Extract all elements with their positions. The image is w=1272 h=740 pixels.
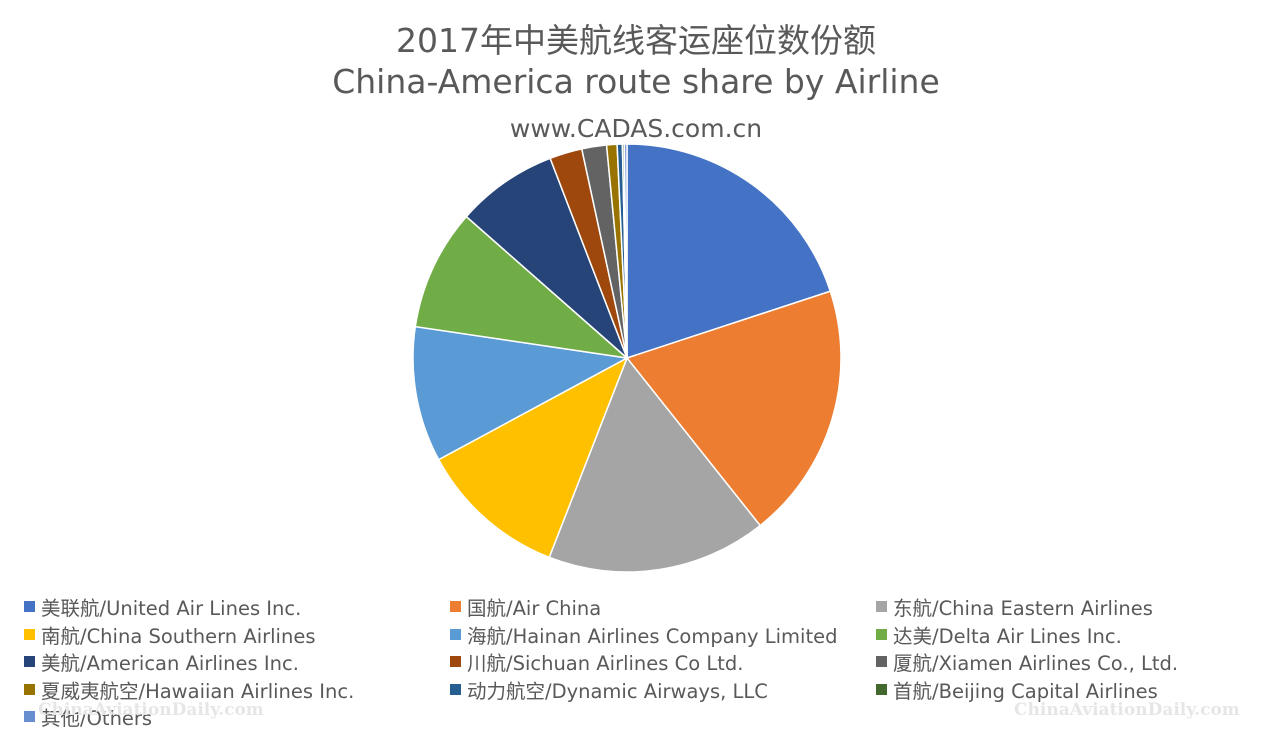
legend-label: 其他/Others	[41, 707, 153, 731]
legend-label: 美联航/United Air Lines Inc.	[41, 597, 302, 621]
pie-slice-2	[548, 356, 762, 573]
legend-item: 美联航/United Air Lines Inc.	[24, 593, 450, 621]
legend-label: 川航/Sichuan Airlines Co Ltd.	[467, 652, 744, 676]
chart-source: www.CADAS.com.cn	[509, 114, 763, 143]
legend-item: 夏威夷航空/Hawaiian Airlines Inc.	[24, 676, 450, 704]
pie-slice-12	[623, 143, 628, 359]
chart-title: 2017年中美航线客运座位数份额	[396, 21, 876, 60]
legend-label: 美航/American Airlines Inc.	[41, 652, 299, 676]
legend-label: 夏威夷航空/Hawaiian Airlines Inc.	[41, 679, 355, 703]
legend-item: 其他/Others	[24, 703, 450, 731]
legend-swatch	[876, 628, 887, 640]
legend-label: 国航/Air China	[467, 597, 602, 621]
legend-label: 达美/Delta Air Lines Inc.	[893, 624, 1122, 648]
chart-legend: 美联航/United Air Lines Inc. 国航/Air China 东航/…	[24, 593, 1264, 731]
legend-item: 首航/Beijing Capital Airlines	[876, 676, 1264, 704]
legend-label: 厦航/Xiamen Airlines Co., Ltd.	[893, 652, 1179, 676]
legend-label: 首航/Beijing Capital Airlines	[893, 679, 1158, 703]
legend-swatch	[450, 683, 461, 695]
legend-label: 南航/China Southern Airlines	[41, 624, 316, 648]
legend-item: 美航/American Airlines Inc.	[24, 648, 450, 676]
legend-swatch	[876, 656, 887, 668]
pie-slice-0	[626, 143, 832, 360]
legend-swatch	[24, 656, 35, 668]
legend-item: 南航/China Southern Airlines	[24, 621, 450, 649]
legend-label: 海航/Hainan Airlines Company Limited	[467, 624, 838, 648]
legend-label: 动力航空/Dynamic Airways, LLC	[467, 679, 768, 703]
legend-item: 达美/Delta Air Lines Inc.	[876, 621, 1264, 649]
legend-swatch	[450, 601, 461, 613]
pie-slice-5	[414, 215, 630, 360]
legend-swatch	[876, 601, 887, 613]
legend-swatch	[24, 628, 35, 640]
legend-swatch	[450, 656, 461, 668]
legend-swatch	[876, 683, 887, 695]
pie-slice-6	[465, 157, 628, 359]
watermark-left: ChinaAviationDaily.com	[38, 700, 264, 720]
legend-swatch	[24, 683, 35, 695]
legend-swatch	[24, 601, 35, 613]
legend-swatch	[450, 628, 461, 640]
pie-slice-4	[412, 325, 630, 461]
pie-slice-3	[437, 356, 629, 559]
legend-item: 国航/Air China	[450, 593, 876, 621]
pie-chart	[412, 143, 842, 573]
pie-slice-1	[625, 290, 842, 527]
legend-label: 东航/China Eastern Airlines	[893, 597, 1153, 621]
legend-item: 海航/Hainan Airlines Company Limited	[450, 621, 876, 649]
chart-subtitle: China-America route share by Airline	[332, 62, 940, 101]
watermark-right: ChinaAviationDaily.com	[1014, 700, 1240, 720]
legend-item: 川航/Sichuan Airlines Co Ltd.	[450, 648, 876, 676]
legend-swatch	[24, 711, 35, 723]
legend-item: 动力航空/Dynamic Airways, LLC	[450, 676, 876, 704]
legend-item: 东航/China Eastern Airlines	[876, 593, 1264, 621]
legend-item: 厦航/Xiamen Airlines Co., Ltd.	[876, 648, 1264, 676]
